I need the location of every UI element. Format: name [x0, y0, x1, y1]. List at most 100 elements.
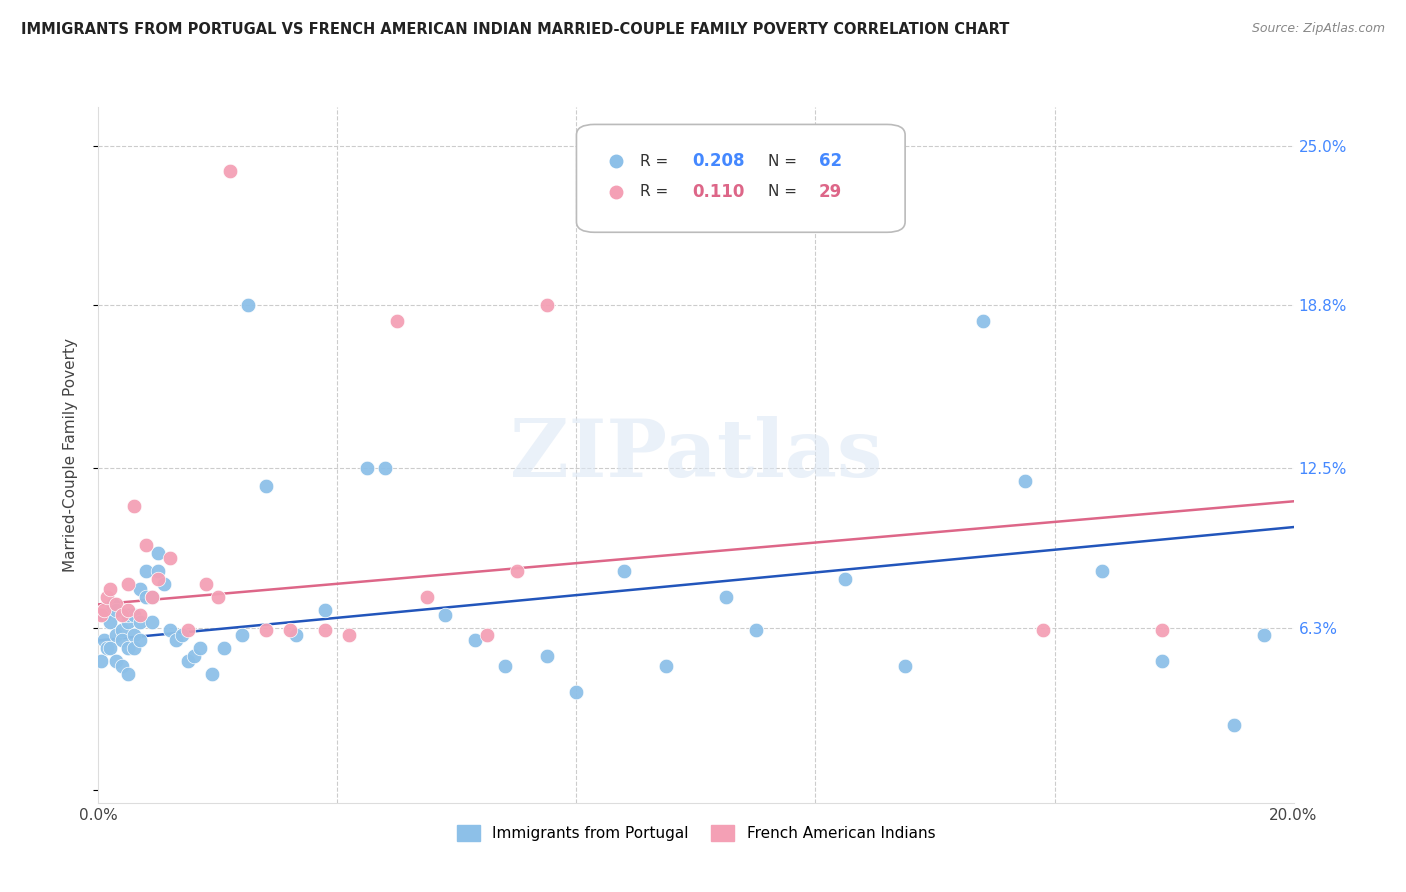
- Point: [315, 623, 337, 637]
- Point: [117, 602, 139, 616]
- Point: [141, 590, 163, 604]
- Point: [536, 648, 558, 663]
- Text: R =: R =: [640, 185, 678, 200]
- Point: [135, 564, 157, 578]
- Point: [1223, 718, 1246, 732]
- Point: [177, 623, 200, 637]
- Point: [231, 628, 253, 642]
- Point: [105, 628, 128, 642]
- Point: [103, 598, 125, 612]
- Point: [1253, 628, 1275, 642]
- Point: [141, 615, 163, 630]
- Point: [1014, 474, 1036, 488]
- Text: 29: 29: [820, 183, 842, 201]
- Text: N =: N =: [768, 185, 801, 200]
- Point: [1032, 623, 1054, 637]
- Point: [195, 576, 218, 591]
- Point: [96, 590, 118, 604]
- FancyBboxPatch shape: [576, 124, 905, 232]
- Point: [93, 633, 115, 648]
- Point: [1152, 654, 1174, 668]
- Point: [207, 590, 229, 604]
- Point: [148, 564, 170, 578]
- Point: [159, 551, 181, 566]
- Point: [1152, 623, 1174, 637]
- Point: [278, 623, 301, 637]
- Point: [124, 628, 146, 642]
- Point: [219, 164, 242, 178]
- Point: [124, 500, 146, 514]
- Point: [385, 314, 409, 328]
- Point: [129, 607, 152, 622]
- Text: 0.208: 0.208: [692, 153, 745, 170]
- Point: [714, 590, 737, 604]
- Point: [183, 648, 205, 663]
- Text: 62: 62: [820, 153, 842, 170]
- Point: [96, 641, 118, 656]
- Point: [565, 685, 588, 699]
- Point: [315, 602, 337, 616]
- Point: [284, 628, 307, 642]
- Point: [416, 590, 439, 604]
- Point: [117, 615, 139, 630]
- Point: [124, 607, 146, 622]
- Point: [98, 582, 122, 596]
- Point: [148, 546, 170, 560]
- Point: [129, 633, 152, 648]
- Point: [153, 576, 176, 591]
- Text: 0.110: 0.110: [692, 183, 745, 201]
- Point: [117, 607, 139, 622]
- Point: [111, 607, 134, 622]
- Point: [1091, 564, 1114, 578]
- Point: [105, 654, 128, 668]
- Point: [117, 576, 139, 591]
- Text: ZIPatlas: ZIPatlas: [510, 416, 882, 494]
- Point: [464, 633, 486, 648]
- Point: [475, 628, 498, 642]
- Point: [141, 590, 163, 604]
- Point: [93, 607, 115, 622]
- Text: N =: N =: [768, 153, 801, 169]
- Point: [434, 607, 457, 622]
- Text: IMMIGRANTS FROM PORTUGAL VS FRENCH AMERICAN INDIAN MARRIED-COUPLE FAMILY POVERTY: IMMIGRANTS FROM PORTUGAL VS FRENCH AMERI…: [21, 22, 1010, 37]
- Point: [745, 623, 768, 637]
- Point: [105, 602, 128, 616]
- Point: [655, 659, 678, 673]
- Legend: Immigrants from Portugal, French American Indians: Immigrants from Portugal, French America…: [451, 819, 941, 847]
- Point: [972, 314, 994, 328]
- Point: [111, 623, 134, 637]
- Point: [111, 633, 134, 648]
- Point: [188, 641, 211, 656]
- Point: [236, 298, 259, 312]
- Point: [93, 602, 115, 616]
- Point: [117, 667, 139, 681]
- Point: [536, 298, 558, 312]
- Point: [90, 607, 112, 622]
- Text: Source: ZipAtlas.com: Source: ZipAtlas.com: [1251, 22, 1385, 36]
- Point: [98, 615, 122, 630]
- Point: [177, 654, 200, 668]
- Point: [129, 615, 152, 630]
- Y-axis label: Married-Couple Family Poverty: Married-Couple Family Poverty: [63, 338, 77, 572]
- Point: [356, 460, 378, 475]
- Point: [129, 582, 152, 596]
- Point: [172, 628, 194, 642]
- Point: [254, 623, 277, 637]
- Point: [254, 479, 277, 493]
- Point: [494, 659, 516, 673]
- Point: [339, 628, 361, 642]
- Point: [165, 633, 187, 648]
- Point: [201, 667, 224, 681]
- Point: [834, 572, 856, 586]
- Point: [105, 598, 128, 612]
- Point: [506, 564, 529, 578]
- Point: [98, 641, 122, 656]
- Text: R =: R =: [640, 153, 673, 169]
- Point: [135, 590, 157, 604]
- Point: [111, 659, 134, 673]
- Point: [374, 460, 396, 475]
- Point: [124, 641, 146, 656]
- Point: [159, 623, 181, 637]
- Point: [90, 654, 112, 668]
- Point: [135, 538, 157, 552]
